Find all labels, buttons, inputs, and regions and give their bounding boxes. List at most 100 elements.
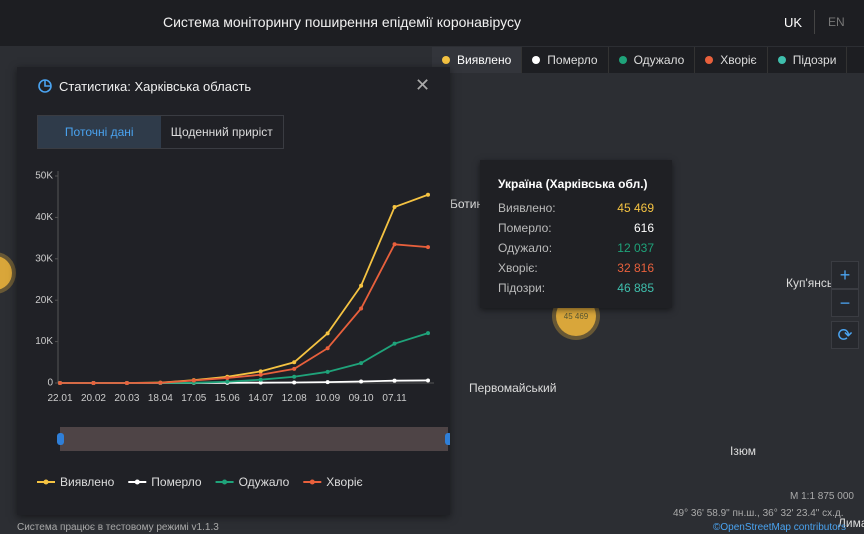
y-tick-label: 40K	[35, 212, 53, 223]
map-label: Лиман	[838, 516, 864, 530]
map-label: Ботин	[450, 197, 484, 211]
y-tick-label: 30K	[35, 253, 53, 264]
tooltip-label: Хворіє:	[498, 261, 538, 275]
filter-label: Виявлено	[457, 53, 512, 67]
x-tick-label: 14.07	[248, 393, 273, 404]
legend-dot	[532, 56, 541, 64]
y-tick-label: 10K	[35, 336, 53, 347]
cluster-marker[interactable]	[0, 256, 12, 290]
close-button[interactable]: ✕	[415, 75, 431, 95]
x-tick-label: 10.09	[315, 393, 340, 404]
data-point	[292, 374, 297, 379]
legend-label: Одужало	[239, 475, 290, 489]
x-tick-label: 15.06	[215, 393, 240, 404]
data-point	[191, 378, 196, 383]
stats-panel: Статистика: Харківська область ✕ Поточні…	[17, 67, 450, 515]
scale: M 1:1 875 000	[790, 491, 854, 502]
filter-label: Хворіє	[720, 53, 757, 67]
lang-uk[interactable]: UK	[784, 15, 803, 30]
data-point	[325, 380, 330, 385]
data-point	[325, 331, 330, 336]
data-point	[359, 361, 364, 366]
data-point	[426, 378, 430, 383]
tooltip-value: 12 037	[617, 241, 654, 255]
tooltip: Україна (Харківська обл.) Виявлено: 45 46…	[480, 160, 672, 308]
tooltip-value: 46 885	[617, 281, 654, 295]
header: Система моніторингу поширення епідемії к…	[0, 0, 864, 46]
panel-title: Статистика: Харківська область	[59, 79, 252, 94]
legend-dot	[309, 479, 315, 485]
legend-dot	[442, 56, 450, 64]
series-line	[60, 193, 429, 384]
y-tick-label: 20K	[35, 295, 53, 306]
filter-tab[interactable]: Одужало	[609, 47, 696, 73]
x-tick-label: 18.04	[148, 393, 173, 404]
filter-tab[interactable]: Підозри	[768, 47, 848, 73]
filter-label: Одужало	[633, 53, 685, 67]
tooltip-label: Підозри:	[498, 281, 546, 295]
data-point	[392, 205, 397, 210]
legend-dot	[134, 479, 140, 485]
data-point	[292, 380, 297, 385]
data-point	[359, 379, 364, 384]
y-tick-label: 0	[47, 378, 53, 389]
tab[interactable]: Поточні дані	[38, 116, 161, 148]
range-handle	[445, 433, 450, 445]
filter-label: Підозри	[792, 53, 837, 67]
data-point	[124, 381, 129, 385]
legend-dot	[777, 56, 786, 64]
tooltip-label: Одужало:	[498, 241, 553, 255]
app-title: Система моніторингу поширення епідемії к…	[163, 14, 521, 30]
tooltip-value: 32 816	[617, 261, 654, 275]
reset-view[interactable]: ⟳	[831, 321, 859, 349]
data-point	[225, 376, 230, 381]
filter-tab[interactable]: Хворіє	[695, 47, 768, 73]
tooltip-value: 45 469	[617, 201, 654, 215]
x-tick-label: 17.05	[181, 393, 206, 404]
x-tick-label: 07.11	[382, 393, 407, 404]
data-point	[359, 283, 364, 288]
data-point	[292, 366, 297, 371]
x-tick-label: 22.01	[47, 393, 72, 404]
tooltip-label: Виявлено:	[498, 201, 556, 215]
data-point	[426, 245, 430, 250]
data-point	[392, 341, 397, 346]
footer-status: Система працює в тестовому режимі v1.1.3	[17, 522, 219, 533]
tooltip-title: Україна (Харківська обл.)	[498, 177, 648, 191]
tooltip-label: Померло:	[498, 221, 552, 235]
y-tick-label: 50K	[35, 171, 53, 182]
data-point	[58, 381, 62, 385]
cluster-count: 45 469	[563, 311, 589, 321]
attribution[interactable]: ©OpenStreetMap contributors	[713, 522, 846, 533]
x-tick-label: 20.02	[81, 393, 106, 404]
data-point	[258, 377, 263, 382]
data-point	[225, 379, 230, 384]
data-point	[392, 378, 397, 383]
data-point	[158, 380, 163, 385]
legend-dot	[705, 56, 714, 64]
filter-label: Померло	[547, 53, 598, 67]
legend-label: Виявлено	[60, 475, 115, 489]
lang-en[interactable]: EN	[828, 15, 845, 29]
zoom-in[interactable]: +	[831, 261, 859, 289]
range-slider	[60, 427, 448, 451]
tooltip-value: 616	[633, 221, 654, 235]
legend-dot	[222, 479, 228, 485]
filter-tab[interactable]: Померло	[522, 47, 609, 73]
x-tick-label: 20.03	[114, 393, 139, 404]
filter-tabs: Виявлено Померло Одужало Хворіє Підозри	[432, 47, 864, 73]
zoom-out[interactable]: −	[831, 289, 859, 317]
legend-label: Хворіє	[326, 475, 362, 489]
data-point	[292, 360, 297, 365]
tab[interactable]: Щоденний приріст	[170, 125, 273, 139]
data-point	[325, 346, 330, 351]
range-handle	[57, 433, 64, 445]
data-point	[392, 242, 397, 247]
separator	[814, 10, 815, 34]
legend-dot	[618, 56, 627, 64]
series-line	[60, 243, 429, 384]
legend-dot	[43, 479, 49, 485]
data-point	[258, 372, 263, 377]
map-label: Ізюм	[730, 444, 756, 458]
